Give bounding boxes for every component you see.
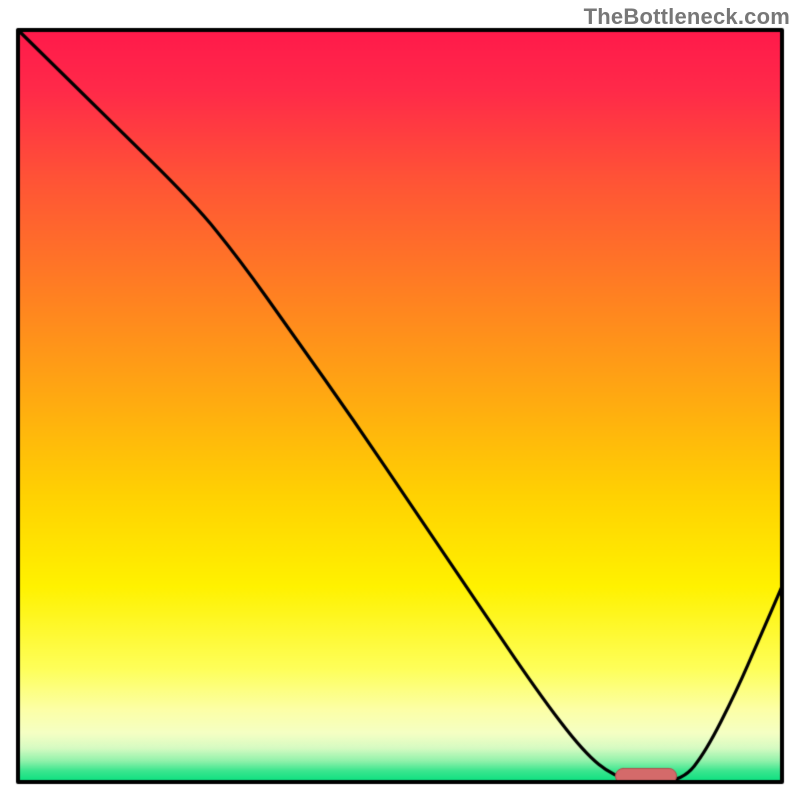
watermark-text: TheBottleneck.com [584, 4, 790, 30]
bottleneck-chart [0, 0, 800, 800]
chart-container: TheBottleneck.com [0, 0, 800, 800]
